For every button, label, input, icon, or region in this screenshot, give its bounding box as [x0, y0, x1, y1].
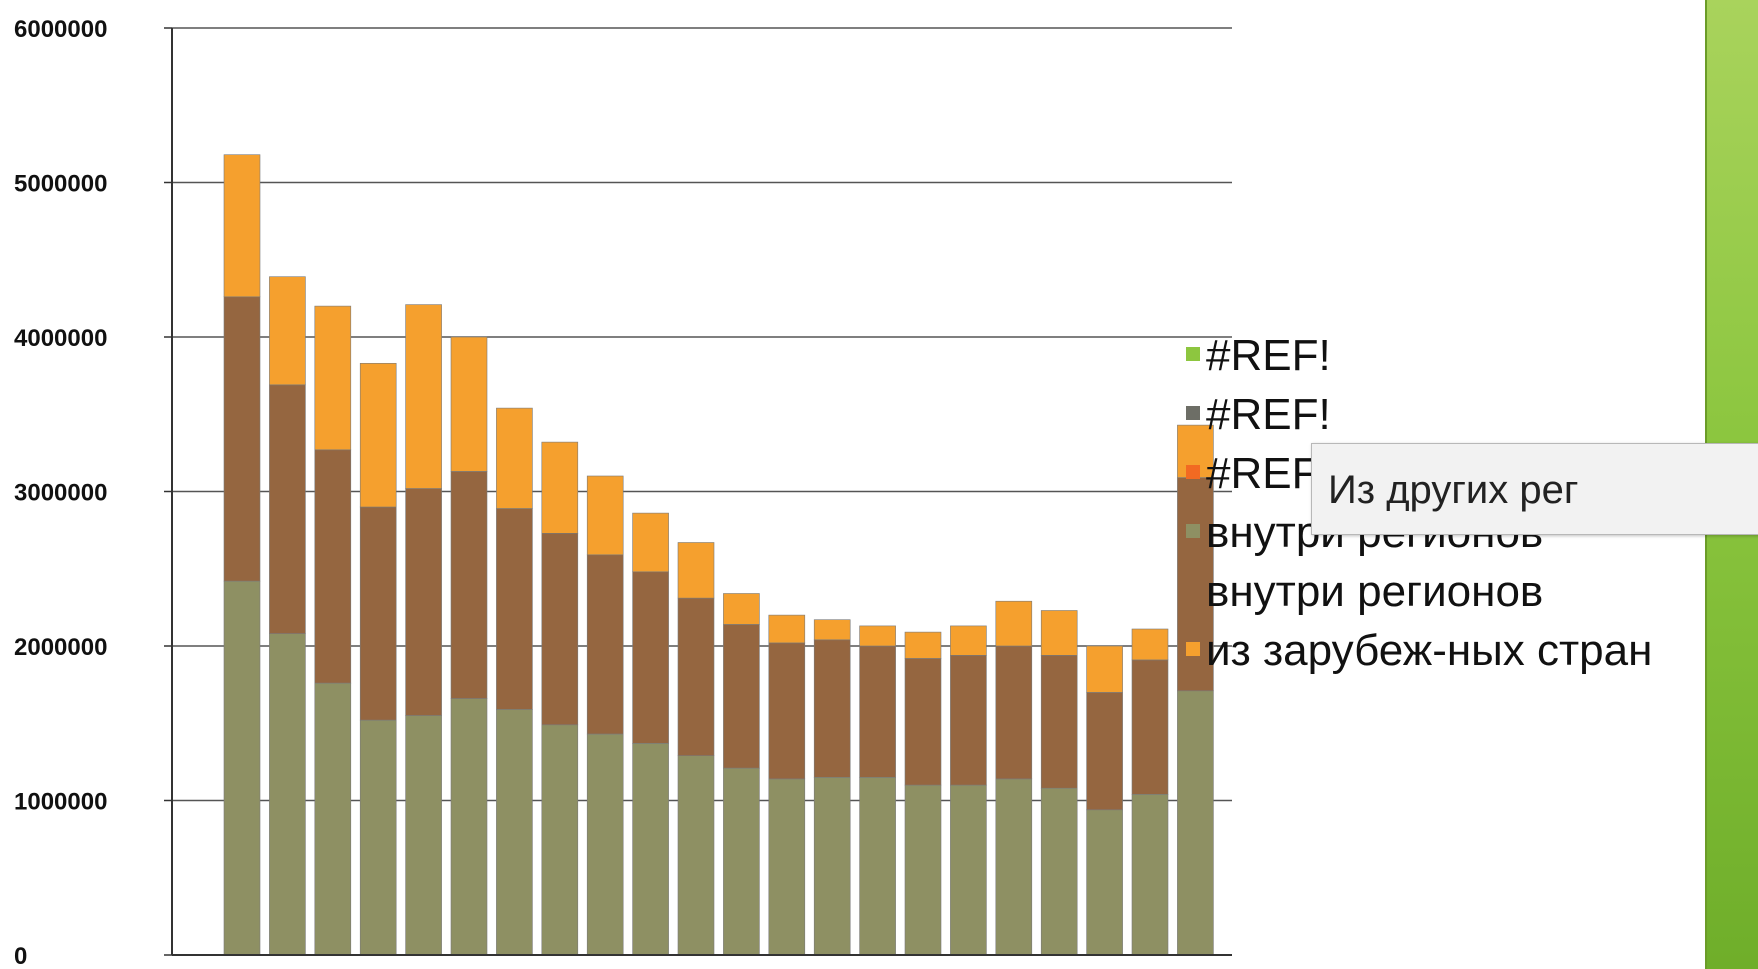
bar-segment-series-2-cat-14 [859, 625, 896, 647]
legend-label: #REF! [1206, 390, 1331, 439]
bar-segment-series-1-cat-0 [223, 296, 261, 582]
bar-segment-series-2-cat-18 [1040, 610, 1078, 656]
bar-segment-series-2-cat-8 [586, 475, 624, 556]
bar-segment-series-0-cat-20 [1131, 793, 1169, 956]
bar-segment-series-1-cat-5 [450, 471, 488, 699]
bar-segment-series-0-cat-11 [723, 767, 760, 956]
bar-segment-series-2-cat-1 [269, 276, 306, 386]
bar-segment-series-0-cat-21 [1177, 690, 1214, 956]
bar-segment-series-0-cat-6 [496, 708, 533, 956]
bar-segment-series-0-cat-0 [223, 580, 261, 956]
legend-swatch [1186, 524, 1200, 538]
bar-segment-series-0-cat-9 [632, 742, 669, 956]
bar-segment-series-0-cat-4 [405, 715, 442, 956]
bar-segment-series-0-cat-14 [859, 776, 896, 956]
bar-segment-series-2-cat-7 [541, 441, 579, 534]
y-tick-label: 1000000 [14, 789, 107, 816]
legend-swatch [1186, 465, 1200, 479]
bar-segment-series-2-cat-16 [950, 625, 987, 656]
bar-segment-series-1-cat-2 [314, 449, 352, 684]
bar-segment-series-1-cat-12 [768, 642, 806, 780]
bar-segment-series-1-cat-4 [405, 488, 442, 716]
y-tick-label: 5000000 [14, 171, 107, 198]
legend-swatch [1186, 347, 1200, 361]
bar-segment-series-1-cat-18 [1040, 654, 1078, 789]
bar-segment-series-2-cat-4 [405, 304, 442, 489]
y-axis-ticks: 0 1000000 2000000 3000000 4000000 5000000 6000… [14, 16, 172, 969]
bar-segment-series-0-cat-15 [904, 784, 942, 956]
series-tooltip: Из других рег [1311, 443, 1758, 535]
bar-segment-series-0-cat-19 [1086, 809, 1123, 956]
legend-swatch [1186, 642, 1200, 656]
bar-segment-series-2-cat-2 [314, 305, 352, 451]
bar-segment-series-0-cat-2 [314, 682, 352, 956]
bar-segment-series-1-cat-15 [904, 658, 942, 786]
bar-segment-series-1-cat-14 [859, 645, 896, 778]
bar-segment-series-1-cat-8 [586, 554, 624, 735]
bar-segment-series-1-cat-9 [632, 571, 669, 744]
bar-segment-series-2-cat-6 [496, 407, 533, 509]
y-tick-label: 3000000 [14, 480, 107, 507]
bar-segment-series-1-cat-20 [1131, 659, 1169, 795]
axes [171, 28, 1232, 956]
bar-segment-series-2-cat-10 [677, 542, 715, 599]
bar-segment-series-2-cat-11 [723, 593, 760, 625]
bar-segment-series-1-cat-3 [359, 506, 397, 721]
bar-segment-series-2-cat-12 [768, 614, 806, 644]
bar-segment-series-0-cat-12 [768, 778, 806, 956]
bar-segment-series-1-cat-6 [496, 508, 533, 710]
bar-segment-series-0-cat-10 [677, 755, 715, 956]
y-tick-label: 0 [14, 943, 27, 969]
bar-segment-series-0-cat-17 [995, 778, 1033, 956]
bar-segment-series-0-cat-13 [813, 776, 851, 956]
bar-segment-series-2-cat-13 [813, 619, 851, 641]
bar-segment-series-0-cat-3 [359, 719, 397, 956]
bar-segment-series-0-cat-7 [541, 724, 579, 956]
bar-segment-series-2-cat-3 [359, 362, 397, 508]
bar-segment-series-2-cat-0 [223, 154, 261, 298]
bar-segment-series-1-cat-17 [995, 645, 1033, 780]
bar-segment-series-2-cat-17 [995, 600, 1033, 647]
bar-segment-series-2-cat-15 [904, 631, 942, 659]
y-tick-label: 4000000 [14, 325, 107, 352]
legend-swatch [1186, 583, 1200, 597]
bar-segment-series-1-cat-11 [723, 624, 760, 769]
legend-swatch [1186, 406, 1200, 420]
bar-segment-series-0-cat-16 [950, 784, 987, 956]
bar-segment-series-2-cat-9 [632, 512, 669, 573]
bar-segment-series-2-cat-20 [1131, 628, 1169, 661]
legend-label: #REF! [1206, 449, 1331, 498]
bar-segment-series-1-cat-19 [1086, 692, 1123, 811]
bar-segment-series-2-cat-19 [1086, 645, 1123, 693]
bar-segment-series-1-cat-7 [541, 532, 579, 726]
bar-segment-series-0-cat-18 [1040, 787, 1078, 956]
legend-label: внутри регионов [1206, 567, 1543, 616]
bar-segment-series-2-cat-5 [450, 336, 488, 472]
y-tick-label: 2000000 [14, 634, 107, 661]
bar-segment-series-1-cat-13 [813, 639, 851, 778]
legend-label: из зарубеж-ных стран [1206, 626, 1652, 675]
bar-segment-series-1-cat-1 [269, 384, 306, 634]
bar-segment-series-1-cat-16 [950, 654, 987, 786]
bar-segment-series-1-cat-10 [677, 597, 715, 756]
bar-segment-series-0-cat-5 [450, 698, 488, 956]
bars-group [223, 154, 1214, 956]
legend-label: #REF! [1206, 331, 1331, 380]
bar-segment-series-0-cat-8 [586, 733, 624, 956]
bar-segment-series-0-cat-1 [269, 633, 306, 956]
y-tick-label: 6000000 [14, 16, 107, 43]
